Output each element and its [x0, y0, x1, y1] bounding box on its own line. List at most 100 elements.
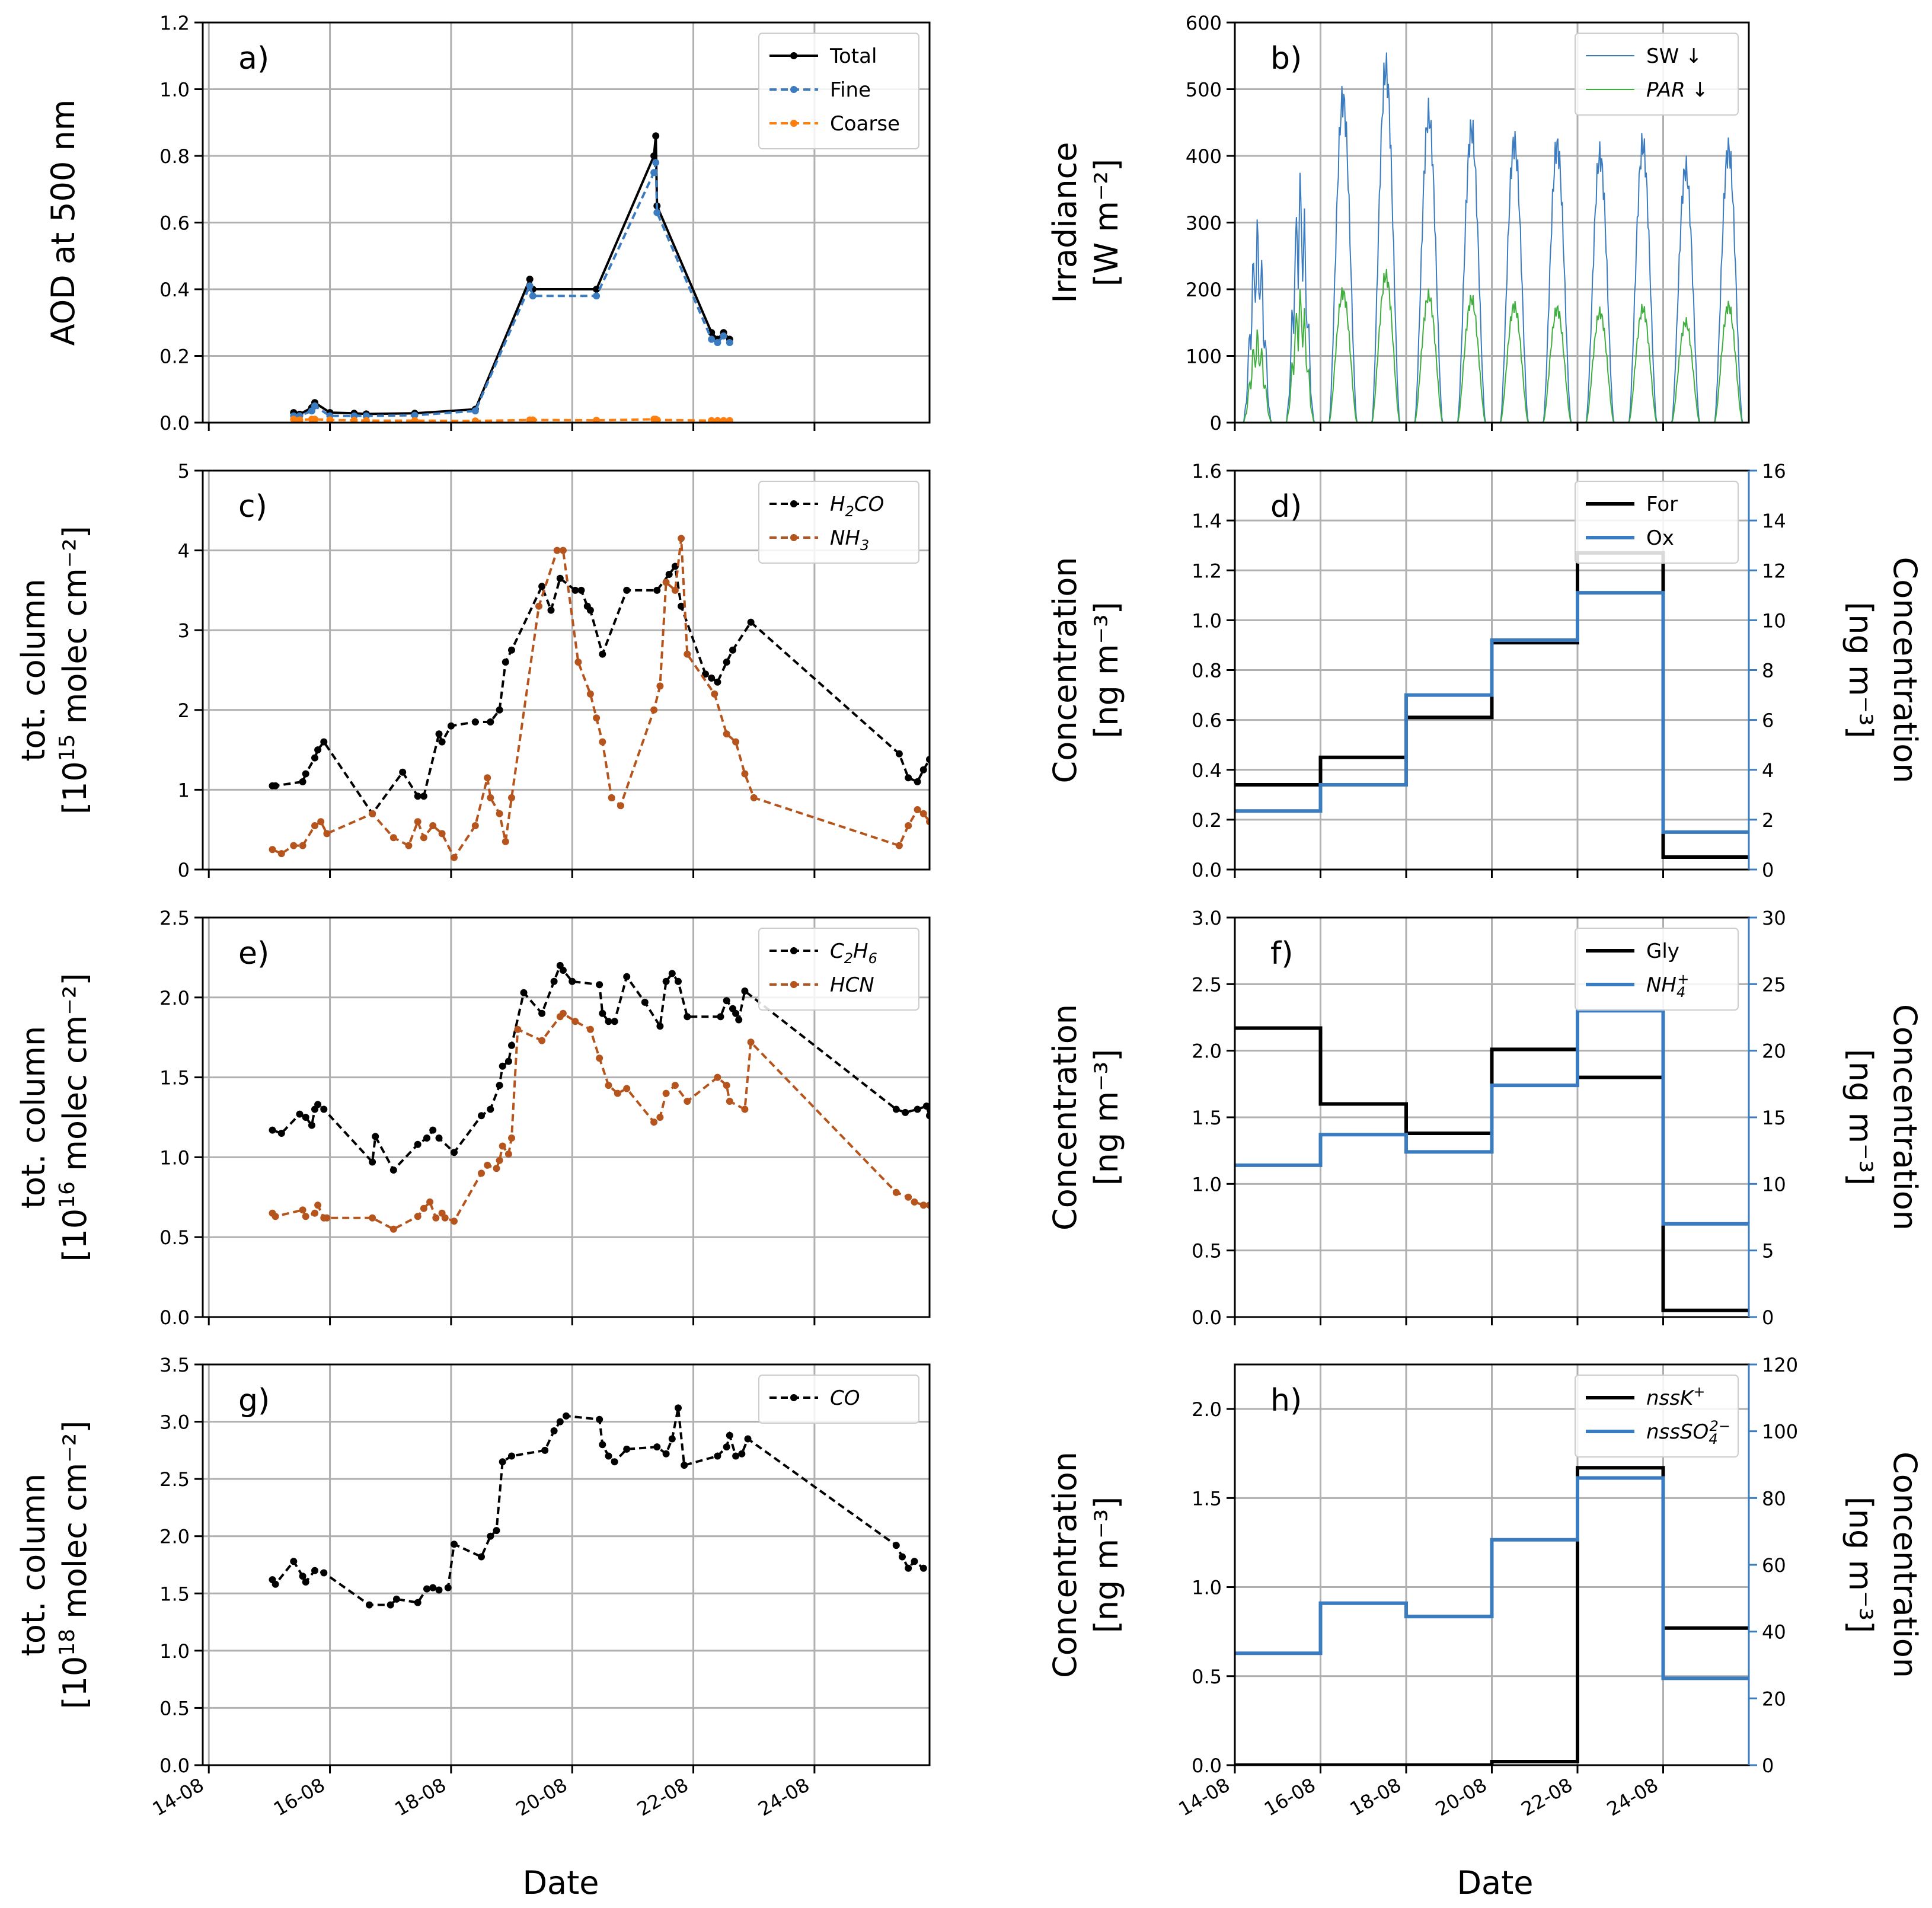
data-point — [526, 282, 534, 290]
data-point — [681, 1462, 688, 1469]
data-point — [899, 1553, 906, 1561]
y-tick-label: 2.0 — [1192, 1040, 1222, 1063]
data-point — [451, 1217, 458, 1225]
data-point — [653, 1443, 661, 1451]
data-point — [569, 977, 576, 985]
data-point — [272, 1213, 279, 1220]
data-point — [656, 682, 664, 690]
data-point — [414, 818, 421, 826]
data-point — [911, 1558, 918, 1565]
right-y-axis-unit-label: [ng m⁻³] — [1842, 1049, 1879, 1186]
legend-box — [1575, 1375, 1739, 1458]
legend-label: HCN — [830, 973, 874, 997]
data-point — [919, 766, 927, 774]
data-point — [653, 586, 661, 594]
data-point — [508, 794, 515, 801]
y-tick-label: 0.5 — [1192, 1666, 1222, 1688]
legend-label: C2H6 — [830, 939, 877, 967]
data-point — [593, 286, 601, 293]
data-point — [435, 1134, 443, 1142]
legend-text-part: nssK — [1646, 1386, 1695, 1410]
data-point — [559, 967, 567, 974]
legend-marker — [790, 981, 797, 988]
data-point — [593, 292, 601, 300]
right-y-axis-unit-label: [ng m⁻³] — [1842, 1497, 1879, 1634]
data-point — [574, 659, 582, 666]
legend-text-part: For — [1646, 493, 1678, 516]
data-point — [905, 1564, 912, 1572]
data-point — [435, 1586, 443, 1594]
plot-area — [269, 535, 930, 861]
data-point — [714, 1452, 721, 1460]
data-point — [299, 1573, 306, 1580]
right-y-tick-label: 40 — [1762, 1621, 1786, 1644]
right-y-tick-label: 10 — [1762, 1173, 1786, 1196]
data-point — [414, 792, 421, 800]
data-point — [593, 417, 601, 423]
legend-text-part: NH — [1646, 973, 1676, 997]
data-point — [608, 794, 615, 801]
data-point — [420, 834, 427, 842]
data-point — [744, 1435, 752, 1443]
data-point — [747, 618, 755, 626]
data-point — [586, 1025, 594, 1033]
y-tick-label: 1.5 — [159, 1067, 190, 1089]
x-axis-label-left: Date — [522, 1864, 599, 1901]
y-tick-label: 0.4 — [159, 279, 190, 301]
legend-text-part: 3 — [860, 537, 869, 554]
data-point — [895, 842, 903, 849]
legend: Gly NH4+ — [1575, 928, 1739, 1011]
data-point — [662, 1450, 670, 1458]
data-point — [484, 774, 491, 782]
data-point — [702, 670, 709, 678]
data-point — [302, 1114, 309, 1121]
data-point — [323, 830, 331, 838]
y-tick-label: 500 — [1186, 79, 1222, 101]
legend-box — [758, 481, 919, 564]
data-point — [311, 754, 318, 762]
data-point — [314, 1201, 322, 1209]
data-point — [426, 1198, 434, 1206]
data-point — [708, 329, 716, 337]
y-tick-label: 0 — [178, 859, 190, 881]
data-point — [623, 1445, 631, 1453]
right-y-tick-label: 30 — [1762, 907, 1786, 929]
legend-label: nssK+ — [1646, 1383, 1705, 1410]
y-tick-label: 1.0 — [1192, 1173, 1222, 1196]
data-point — [556, 574, 564, 582]
legend-text-part: HCN — [830, 973, 874, 997]
data-point — [750, 794, 758, 801]
legend-text-part: nssSO — [1646, 1420, 1709, 1444]
data-point — [496, 706, 503, 714]
data-point — [892, 1542, 900, 1549]
data-point — [314, 1101, 322, 1108]
y-tick-label: 5 — [178, 460, 190, 482]
data-point — [919, 1564, 927, 1572]
y-tick-label: 2.5 — [159, 907, 190, 929]
data-point — [392, 1595, 400, 1603]
legend-text-part: CO — [854, 493, 884, 516]
y-tick-label: 0.0 — [159, 1754, 190, 1777]
data-point — [550, 977, 558, 985]
data-point — [399, 768, 407, 776]
data-point — [389, 1225, 397, 1233]
right-y-tick-label: 8 — [1762, 660, 1774, 682]
right-y-tick-label: 12 — [1762, 560, 1786, 582]
y-tick-label: 1 — [178, 779, 190, 801]
data-point — [738, 1450, 746, 1458]
legend-label: NH4+ — [1646, 971, 1689, 1001]
legend-text-part: 2− — [1710, 1418, 1730, 1434]
data-point — [308, 1121, 315, 1129]
right-y-tick-label: 0 — [1762, 859, 1774, 881]
y-axis-unit-label: [1018 molec cm⁻²] — [55, 1421, 94, 1709]
y-tick-label: 2.5 — [1192, 973, 1222, 996]
data-point — [471, 822, 479, 829]
legend-box — [1575, 481, 1739, 564]
data-point — [299, 842, 306, 849]
data-point — [650, 169, 658, 177]
data-point — [652, 159, 660, 167]
right-y-tick-label: 10 — [1762, 609, 1786, 632]
data-point — [447, 722, 455, 730]
legend: SW ↓ PAR ↓ — [1575, 33, 1739, 116]
